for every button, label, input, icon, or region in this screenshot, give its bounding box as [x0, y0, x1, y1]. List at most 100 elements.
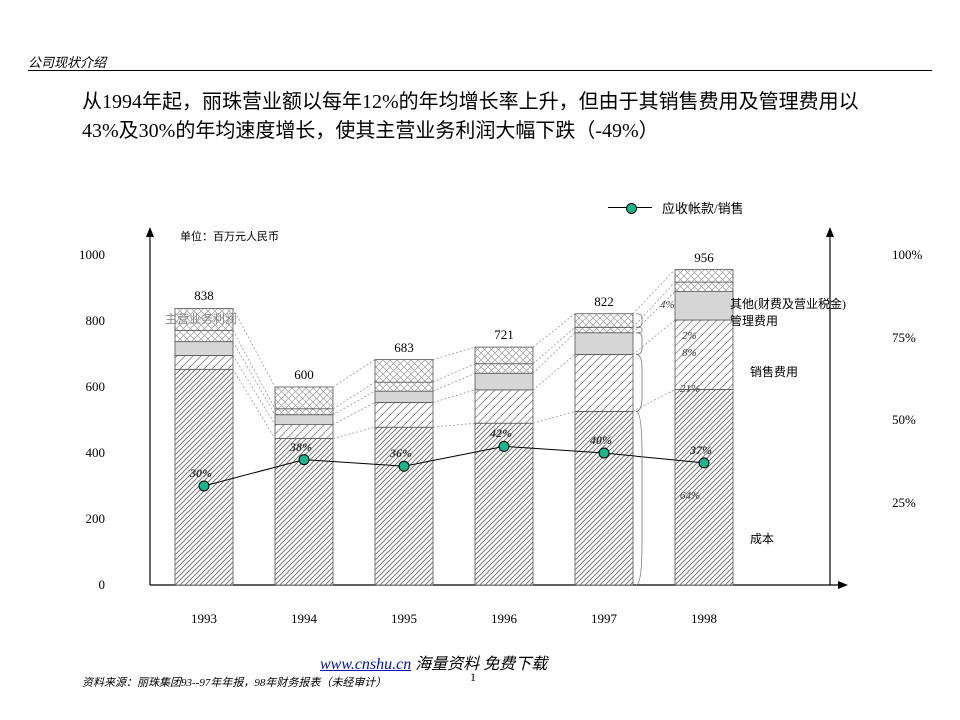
line-marker	[699, 458, 709, 468]
bar-segment	[475, 373, 533, 390]
bar-segment	[475, 390, 533, 423]
y-left-tick: 400	[65, 445, 105, 461]
y-right-tick: 25%	[892, 495, 932, 511]
bar-segment	[575, 314, 633, 328]
connector	[633, 320, 675, 354]
bracket	[636, 327, 642, 332]
y-right-tick: 50%	[892, 412, 932, 428]
x-label: 1993	[174, 611, 234, 627]
page-number: 1	[470, 670, 476, 685]
bar-total: 956	[674, 250, 734, 266]
bar-segment	[175, 331, 233, 342]
x-label: 1998	[674, 611, 734, 627]
section-header: 公司现状介绍	[28, 52, 106, 71]
bar-segment	[675, 389, 733, 585]
connector	[533, 411, 575, 423]
source-note: 资料来源：丽珠集团93--97年年报，98年财务报表（未经审计）	[82, 674, 386, 690]
cat-cost: 成本	[750, 530, 774, 547]
chart: 02004006008001000 25%50%75%100% 19931994…	[110, 255, 890, 605]
bar-segment	[375, 391, 433, 402]
bar-segment	[375, 360, 433, 383]
legend-marker	[608, 207, 652, 208]
bar-total: 683	[374, 340, 434, 356]
connector	[233, 331, 275, 409]
bar-segment	[475, 364, 533, 374]
legend-label: 应收帐款/销售	[662, 198, 744, 217]
x-label: 1997	[574, 611, 634, 627]
pct-other: 4%	[660, 299, 675, 311]
connector	[533, 314, 575, 347]
connector	[333, 360, 375, 387]
pct-cost: 64%	[680, 490, 700, 502]
bar-segment	[275, 425, 333, 439]
connector	[333, 391, 375, 415]
connector	[233, 355, 275, 424]
cat-mgmt: 管理费用	[730, 312, 778, 329]
line-pct-label: 40%	[590, 433, 612, 448]
bracket	[636, 354, 642, 411]
line-pct-label: 36%	[390, 446, 412, 461]
pct-mgmt: 2%	[682, 330, 697, 342]
bar-total: 838	[174, 288, 234, 304]
line-marker	[199, 481, 209, 491]
connector	[433, 390, 475, 403]
bar-segment	[175, 355, 233, 369]
y-left-tick: 0	[65, 577, 105, 593]
line-pct-label: 42%	[490, 426, 512, 441]
bar-segment	[475, 347, 533, 364]
bar-segment	[575, 333, 633, 355]
connector	[433, 423, 475, 427]
pct-sales: 8%	[682, 347, 697, 359]
bar-segment	[375, 402, 433, 427]
x-label: 1994	[274, 611, 334, 627]
x-label: 1996	[474, 611, 534, 627]
bar-segment	[375, 382, 433, 391]
bar-total: 721	[474, 327, 534, 343]
pct-21: 21%	[680, 383, 700, 395]
connector	[533, 333, 575, 374]
connector	[333, 427, 375, 438]
y-right-tick: 100%	[892, 247, 932, 263]
connector	[433, 347, 475, 360]
connector	[533, 354, 575, 389]
line-marker	[499, 441, 509, 451]
bar-total: 822	[574, 294, 634, 310]
connector	[233, 369, 275, 438]
bar-segment	[675, 292, 733, 320]
bar-segment	[275, 409, 333, 415]
footer-tagline: 海量资料 免费下载	[415, 656, 547, 673]
line-marker	[299, 455, 309, 465]
cat-other: 其他(财费及营业税金)	[730, 295, 846, 312]
bar-segment	[275, 415, 333, 425]
connector	[333, 382, 375, 409]
header-rule	[28, 70, 932, 71]
cat-sales: 销售费用	[750, 363, 798, 380]
legend: 应收帐款/销售	[608, 198, 744, 217]
connector	[533, 327, 575, 363]
unit-label: 单位：百万元人民币	[180, 228, 279, 244]
y-left-tick: 600	[65, 379, 105, 395]
connector	[333, 402, 375, 424]
bracket	[636, 411, 642, 585]
connector	[233, 308, 275, 387]
bar-total: 600	[274, 367, 334, 383]
bar-segment	[575, 327, 633, 332]
bar-segment	[675, 282, 733, 291]
connector	[433, 364, 475, 382]
footer-url[interactable]: www.cnshu.cn	[320, 656, 411, 673]
bar-segment	[675, 270, 733, 283]
line-pct-label: 30%	[190, 466, 212, 481]
connector	[633, 389, 675, 411]
line-pct-label: 38%	[290, 440, 312, 455]
y-left-tick: 800	[65, 313, 105, 329]
bar-segment	[575, 354, 633, 411]
y-left-tick: 1000	[65, 247, 105, 263]
main-biz-label: 主营业务利润	[165, 310, 237, 327]
footer-link: www.cnshu.cn 海量资料 免费下载	[320, 650, 547, 674]
line-pct-label: 37%	[690, 443, 712, 458]
y-right-tick: 75%	[892, 330, 932, 346]
line-marker	[399, 461, 409, 471]
bar-segment	[175, 342, 233, 356]
line-marker	[599, 448, 609, 458]
connector	[433, 373, 475, 391]
